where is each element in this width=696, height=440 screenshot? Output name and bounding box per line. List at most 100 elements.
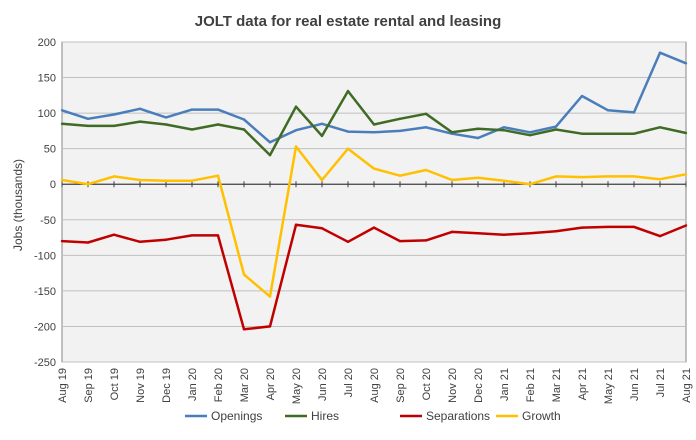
data-point-separations	[164, 238, 168, 241]
data-point-growth	[216, 174, 220, 177]
data-point-hires	[268, 153, 272, 157]
data-point-separations	[294, 223, 298, 226]
data-point-growth	[424, 168, 428, 172]
data-point-growth	[294, 145, 298, 148]
x-tick-label: Nov 19	[135, 368, 147, 403]
y-axis-label: Jobs (thousands)	[11, 159, 25, 251]
y-tick-label: 100	[38, 108, 56, 120]
data-point-openings	[346, 130, 350, 133]
x-tick-label: Jan 21	[499, 368, 511, 401]
data-point-openings	[216, 108, 220, 111]
data-point-hires	[398, 117, 402, 121]
data-point-openings	[424, 126, 428, 129]
data-point-openings	[502, 126, 506, 129]
data-point-separations	[242, 328, 246, 331]
data-point-separations	[320, 227, 324, 230]
x-tick-label: Mar 21	[551, 368, 563, 402]
data-point-openings	[632, 111, 636, 114]
x-tick-label: Oct 19	[109, 368, 121, 400]
data-point-openings	[164, 116, 168, 119]
data-point-growth	[398, 174, 402, 177]
x-tick-label: Apr 20	[265, 368, 277, 400]
data-point-openings	[658, 51, 662, 54]
data-point-hires	[86, 124, 90, 128]
data-point-openings	[190, 108, 194, 111]
data-point-openings	[476, 136, 480, 140]
data-point-separations	[372, 226, 376, 229]
data-point-separations	[502, 233, 506, 236]
data-point-separations	[190, 234, 194, 237]
data-point-openings	[580, 94, 584, 98]
x-tick-label: Jul 21	[655, 368, 667, 397]
data-point-hires	[632, 132, 636, 135]
data-point-growth	[450, 178, 454, 182]
data-point-openings	[112, 113, 116, 116]
data-point-separations	[60, 239, 64, 243]
data-point-openings	[138, 107, 142, 111]
data-point-hires	[216, 123, 220, 126]
x-tick-label: Sep 19	[83, 368, 95, 403]
data-point-growth	[112, 175, 116, 178]
data-point-separations	[112, 233, 116, 236]
data-point-hires	[476, 127, 480, 130]
data-point-hires	[112, 124, 116, 128]
data-point-growth	[268, 295, 272, 298]
data-point-growth	[684, 173, 688, 176]
data-point-separations	[658, 234, 662, 238]
legend-label-openings: Openings	[211, 409, 262, 423]
y-tick-label: -100	[34, 250, 56, 262]
y-tick-label: 200	[38, 37, 56, 49]
x-tick-label: May 21	[603, 368, 615, 404]
data-point-growth	[606, 175, 610, 178]
data-point-openings	[86, 117, 90, 121]
y-tick-label: 150	[38, 73, 56, 85]
data-point-separations	[268, 325, 272, 328]
data-point-separations	[528, 232, 532, 235]
x-tick-label: Mar 20	[239, 368, 251, 402]
data-point-hires	[138, 120, 142, 123]
data-point-growth	[632, 175, 636, 178]
data-point-openings	[268, 141, 272, 144]
data-point-openings	[606, 109, 610, 112]
data-point-separations	[346, 240, 350, 244]
data-point-hires	[190, 128, 194, 131]
data-point-hires	[60, 122, 64, 125]
x-tick-label: Jun 20	[317, 368, 329, 401]
data-point-separations	[632, 225, 636, 229]
y-tick-label: -250	[34, 357, 56, 369]
series-lines	[60, 51, 688, 331]
data-point-growth	[528, 183, 532, 186]
y-tick-label: 50	[44, 144, 56, 156]
data-point-growth	[580, 175, 584, 179]
x-tick-label: Jun 21	[629, 368, 641, 401]
data-point-hires	[528, 133, 532, 137]
data-point-growth	[320, 178, 324, 182]
data-point-separations	[580, 226, 584, 229]
data-point-separations	[450, 230, 454, 234]
data-point-separations	[684, 224, 688, 227]
y-tick-label: -150	[34, 286, 56, 298]
data-point-openings	[372, 131, 376, 134]
data-point-hires	[580, 132, 584, 135]
data-point-growth	[138, 178, 142, 182]
data-point-hires	[164, 123, 168, 126]
legend-label-hires: Hires	[311, 409, 339, 423]
data-point-openings	[242, 118, 246, 121]
data-point-growth	[346, 147, 350, 150]
data-point-separations	[138, 240, 142, 244]
data-point-growth	[476, 176, 480, 180]
data-point-separations	[424, 239, 428, 242]
data-point-openings	[60, 109, 64, 112]
data-point-hires	[606, 132, 610, 135]
data-point-separations	[476, 232, 480, 235]
data-point-hires	[684, 131, 688, 135]
data-point-growth	[164, 179, 168, 182]
legend-label-separations: Separations	[426, 409, 490, 423]
data-point-growth	[190, 179, 194, 182]
x-tick-label: Jan 20	[187, 368, 199, 401]
data-point-hires	[424, 112, 428, 116]
legend-label-growth: Growth	[522, 409, 561, 423]
